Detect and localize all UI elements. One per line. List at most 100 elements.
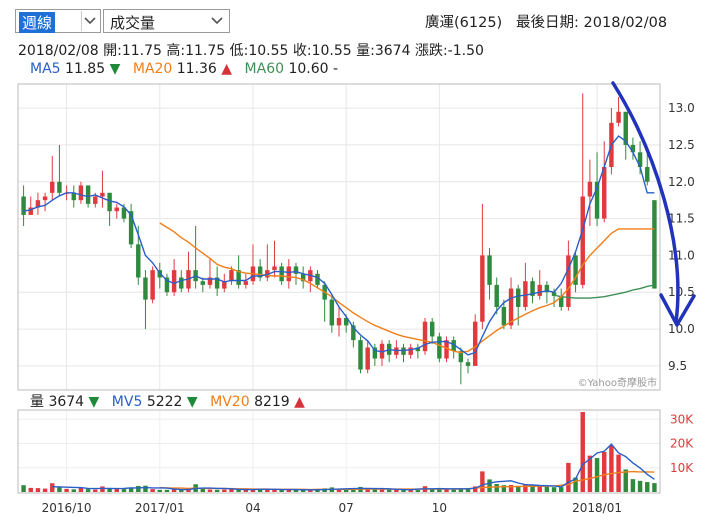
indicator-select-value: 成交量 [110, 14, 156, 32]
candle-body [401, 347, 406, 355]
time-tick-label: 04 [245, 501, 260, 515]
candle-body [394, 347, 399, 355]
candle-body [458, 351, 464, 363]
ma20-label: MA20 [132, 61, 173, 77]
volume-bar [458, 488, 464, 492]
indicator-select[interactable]: 成交量 [103, 9, 230, 33]
candle-body [465, 362, 471, 366]
candle-body [358, 340, 363, 370]
volume-bar [580, 412, 585, 492]
candle-body [229, 270, 234, 282]
volume-bar [372, 489, 378, 492]
candle-body [451, 340, 456, 352]
volume-bar [559, 487, 564, 492]
volume-bar [200, 488, 206, 492]
ma20-line [159, 222, 655, 354]
candle-body [57, 181, 62, 193]
ma60-legend: MA60 10.60 - [245, 61, 339, 77]
mv5-label: MV5 [111, 394, 143, 410]
chevron-down-icon [211, 17, 223, 25]
volume-bar [336, 489, 342, 492]
ma20-value: 11.36 [176, 61, 217, 77]
candle-body [566, 255, 571, 307]
volume-panel-frame [17, 409, 661, 494]
volume-bar [28, 487, 33, 492]
mv20-arrow: ▲ [294, 394, 305, 410]
ma60-label: MA60 [244, 61, 285, 77]
time-tick-label: 2017/01 [135, 501, 185, 515]
candle-body [179, 277, 184, 289]
candle-body [501, 306, 507, 326]
time-tick-label: 07 [339, 501, 354, 515]
candle-body [537, 284, 542, 296]
volume-bar [214, 489, 220, 492]
mv20-line [159, 470, 655, 491]
volume-bar [401, 490, 406, 492]
candle-body [222, 281, 227, 289]
ohlc-volume: 量:3674 [356, 43, 411, 59]
ohlc-low: 低:10.55 [229, 43, 289, 59]
price-tick-label: 12.0 [668, 175, 695, 189]
mv20-value: 8219 [254, 394, 290, 410]
volume-axis: 30K 20K 10K [670, 412, 694, 474]
candle-body [35, 200, 41, 208]
chevron-down-icon [81, 11, 96, 31]
ohlc-high: 高:11.75 [166, 43, 226, 59]
candle-body [365, 347, 370, 370]
candle-body [652, 200, 657, 289]
volume-ma-lines [52, 443, 655, 491]
ma60-arrow: - [333, 61, 339, 77]
candle-body [207, 277, 213, 285]
volume-tick-label: 10K [670, 461, 694, 475]
ohlc-close: 收:10.55 [292, 43, 352, 59]
volume-bar [114, 488, 119, 492]
volume-bar [487, 479, 492, 492]
candle-body [336, 318, 342, 326]
mv5-arrow: ▼ [186, 394, 198, 410]
volume-bar [379, 488, 385, 492]
volume-bar [300, 489, 306, 492]
price-tick-label: 9.5 [668, 359, 687, 373]
candle-body [214, 277, 220, 289]
volume-bar [143, 485, 148, 492]
candle-body [415, 347, 421, 352]
volume-bar [179, 489, 184, 492]
candle-body [515, 288, 521, 307]
candle-body [602, 167, 607, 219]
stock-name: 廣運(6125) [425, 15, 503, 31]
volume-legend: 量 3674 ▼ MV5 5222 ▼ MV20 8219 ▲ [30, 391, 313, 411]
volume-bar [78, 487, 84, 492]
time-tick-label: 2016/10 [42, 501, 92, 515]
candle-body [437, 336, 442, 359]
candle-body [645, 167, 650, 182]
candle-body [93, 196, 98, 204]
volume-bar [100, 486, 105, 492]
ohlc-date: 2018/02/08 [18, 43, 99, 59]
candle-body [100, 192, 105, 197]
ma60-line [553, 284, 655, 299]
volume-bar [573, 477, 578, 492]
time-axis: 2016/10 2017/01 04 07 10 2018/01 [42, 501, 622, 515]
ma-lines [23, 135, 655, 356]
volume-bar [272, 489, 277, 492]
candle-body [472, 321, 478, 366]
candle-body [42, 196, 48, 201]
volume-bar [444, 488, 449, 492]
price-tick-label: 10.5 [668, 285, 695, 299]
candle-body [121, 207, 127, 219]
ohlc-line: 2018/02/08 開:11.75 高:11.75 低:10.55 收:10.… [18, 40, 484, 60]
volume-bar [293, 489, 299, 492]
period-select[interactable]: 週線 [15, 9, 101, 33]
price-tick-label: 12.5 [668, 138, 695, 152]
volume-bar [57, 486, 62, 492]
candle-body [559, 295, 564, 307]
volume-bar [207, 489, 213, 492]
candle-body [637, 152, 643, 168]
candle-body [200, 281, 206, 285]
volume-bar [21, 485, 26, 492]
volume-bar [365, 488, 370, 492]
volume-bar [415, 490, 421, 492]
time-tick-label: 10 [432, 501, 447, 515]
ma5-legend: MA5 11.85 ▼ [30, 61, 120, 77]
